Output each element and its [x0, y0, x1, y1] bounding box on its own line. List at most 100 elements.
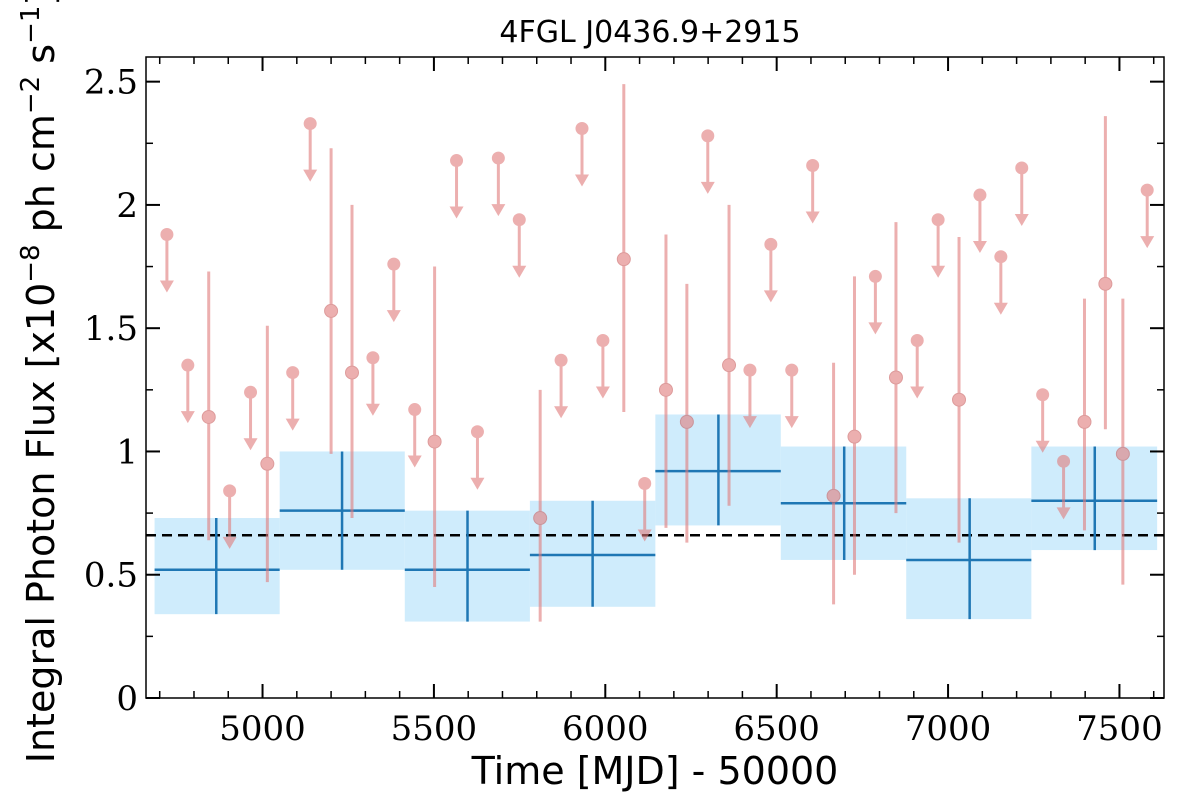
detection-marker	[1098, 276, 1113, 291]
upper-limit-point	[285, 366, 300, 431]
upper-limit-arrow	[972, 241, 987, 254]
x-tick-label: 5500	[391, 709, 478, 749]
upper-limit-marker	[387, 257, 401, 271]
upper-limit-point	[180, 358, 195, 424]
upper-limit-point	[868, 269, 883, 335]
detection-point	[344, 204, 359, 519]
upper-limit-point	[222, 484, 237, 549]
upper-limit-marker	[596, 334, 610, 348]
upper-limit-point	[449, 154, 464, 219]
upper-limit-arrow	[742, 416, 757, 429]
y-axis-label-suffix: ]	[19, 0, 63, 6]
upper-limit-marker	[160, 228, 174, 242]
upper-limit-marker	[973, 188, 987, 202]
detection-marker	[722, 358, 737, 373]
upper-limit-marker	[764, 237, 778, 251]
upper-limit-point	[1056, 454, 1071, 520]
y-tick-label: 0.5	[84, 556, 138, 596]
upper-limit-point	[365, 351, 380, 416]
detection-marker	[952, 392, 967, 407]
upper-limit-point	[805, 158, 820, 224]
upper-limit-marker	[303, 117, 317, 131]
detection-point	[826, 362, 841, 605]
x-tick-label: 5000	[219, 709, 306, 749]
upper-limit-arrow	[285, 418, 300, 431]
detection-point	[260, 325, 275, 583]
upper-limit-arrow	[449, 206, 464, 219]
detection-marker	[679, 414, 694, 429]
upper-limit-arrow	[365, 403, 380, 416]
upper-limit-marker	[450, 154, 464, 168]
upper-limit-arrow	[180, 411, 195, 424]
upper-limit-marker	[366, 351, 380, 365]
y-axis-label-exp3: −1	[16, 6, 46, 44]
x-tick-label: 6000	[562, 709, 649, 749]
upper-limit-arrow	[763, 290, 778, 303]
detection-marker	[427, 434, 442, 449]
detection-marker	[1115, 446, 1130, 461]
upper-limit-arrow	[407, 455, 422, 468]
y-axis-label-exp1: −8	[16, 244, 46, 282]
upper-limit-arrow	[868, 322, 883, 335]
upper-limit-marker	[701, 129, 715, 143]
upper-limit-point	[700, 129, 715, 194]
upper-limit-point	[1035, 388, 1050, 453]
upper-limit-arrow	[512, 265, 527, 278]
detection-marker	[616, 252, 631, 267]
upper-limit-marker	[994, 250, 1008, 264]
bin-point	[655, 414, 781, 526]
detection-marker	[1077, 414, 1092, 429]
upper-limit-marker	[286, 366, 300, 380]
detection-point	[427, 266, 442, 588]
upper-limit-arrow	[386, 310, 401, 323]
upper-limit-marker	[868, 269, 882, 283]
upper-limit-point	[993, 250, 1008, 315]
x-tick-label: 6500	[733, 709, 820, 749]
upper-limit-arrow	[222, 536, 237, 549]
upper-limit-arrow	[910, 386, 925, 399]
detection-marker	[658, 382, 673, 397]
upper-limit-point	[637, 477, 652, 542]
axis-ticks: 5000 5500 6000 6500 7000 7500 0 0.5 1 1.5 2 2.5	[84, 57, 1164, 749]
x-tick-label: 7500	[1076, 709, 1163, 749]
upper-limit-point	[931, 213, 946, 278]
upper-limit-point	[243, 385, 258, 451]
upper-limit-marker	[910, 334, 924, 348]
upper-limit-arrow	[303, 169, 318, 182]
upper-limit-marker	[554, 353, 568, 367]
bin-point	[1031, 446, 1158, 551]
upper-limit-point	[763, 237, 778, 303]
upper-limit-arrow	[784, 416, 799, 429]
upper-limit-arrow	[491, 204, 506, 217]
upper-limit-arrow	[574, 174, 589, 187]
upper-limit-marker	[638, 477, 652, 491]
upper-limit-point	[386, 257, 401, 323]
upper-limit-arrow	[1014, 213, 1029, 226]
upper-limit-point	[512, 213, 527, 278]
upper-limit-marker	[244, 385, 258, 399]
bin-point	[404, 510, 530, 622]
upper-limit-arrow	[637, 529, 652, 542]
upper-limit-marker	[1036, 388, 1050, 402]
upper-limit-arrow	[159, 280, 174, 293]
detection-marker	[344, 365, 359, 380]
detection-marker	[533, 511, 548, 526]
upper-limit-point	[910, 334, 925, 399]
detection-marker	[888, 370, 903, 385]
upper-limit-marker	[181, 358, 195, 372]
upper-limit-marker	[575, 121, 589, 135]
plot-area	[146, 84, 1164, 622]
upper-limit-arrow	[993, 302, 1008, 315]
detection-marker	[324, 303, 339, 318]
bin-point	[279, 451, 405, 570]
upper-limit-arrow	[1056, 507, 1071, 520]
upper-limit-marker	[785, 363, 799, 377]
y-tick-label: 1	[116, 432, 138, 472]
detection-point	[847, 276, 862, 575]
chart-title: 4FGL J0436.9+2915	[499, 15, 800, 50]
y-tick-label: 2.5	[84, 63, 138, 103]
upper-limit-point	[595, 334, 610, 399]
upper-limit-point	[784, 363, 799, 429]
upper-limit-point	[1014, 161, 1029, 226]
detection-marker	[201, 409, 216, 424]
